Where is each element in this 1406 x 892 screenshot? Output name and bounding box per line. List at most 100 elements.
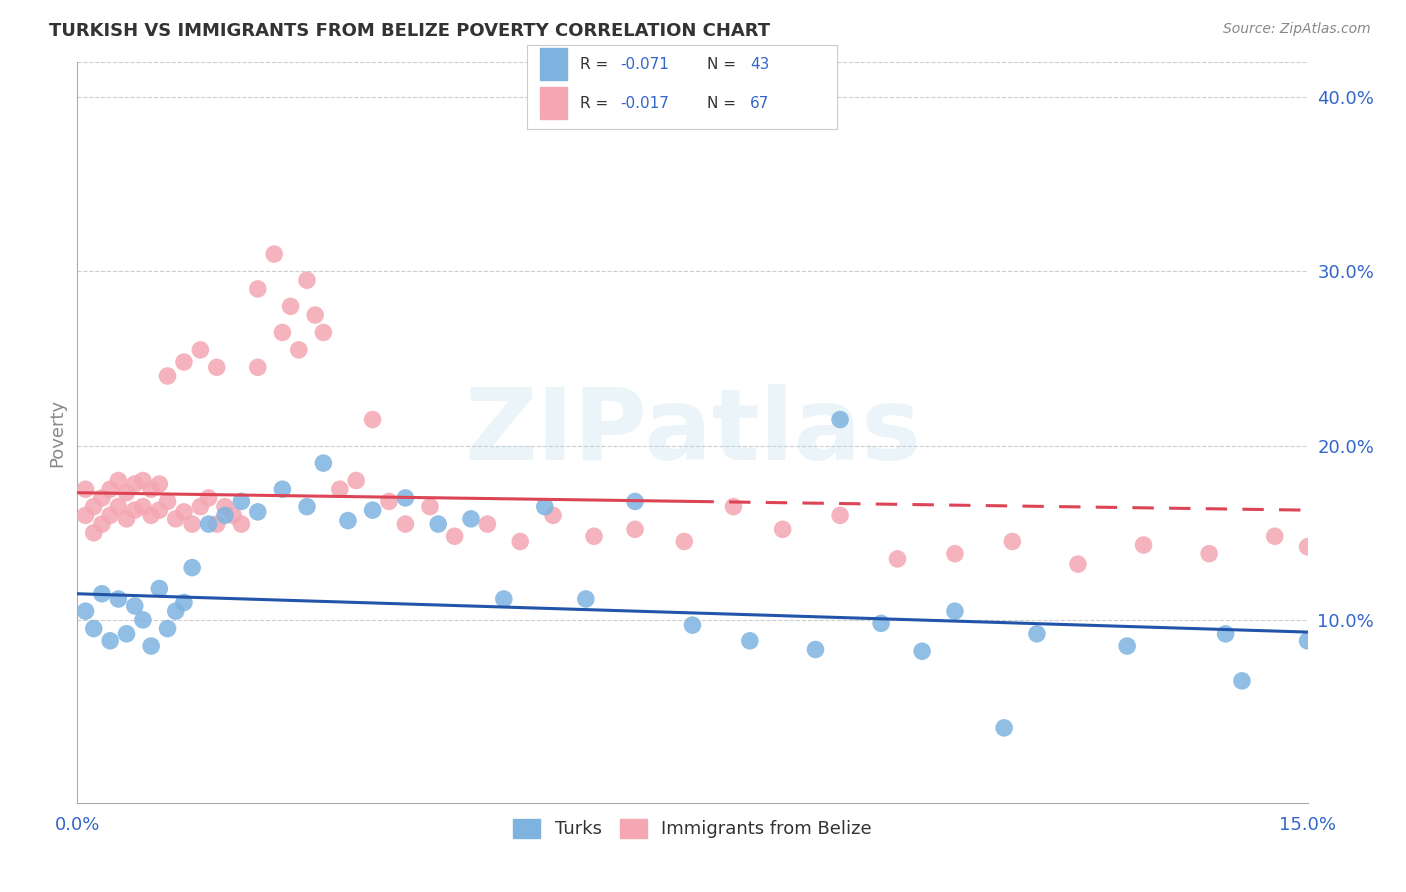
Point bbox=[943, 547, 966, 561]
Text: R =: R = bbox=[579, 95, 613, 111]
Point bbox=[830, 508, 852, 523]
Point bbox=[337, 514, 360, 528]
Point bbox=[141, 508, 163, 523]
Point bbox=[148, 582, 170, 596]
Point bbox=[534, 500, 557, 514]
Point bbox=[1116, 639, 1139, 653]
Point bbox=[1026, 627, 1049, 641]
Point bbox=[682, 618, 704, 632]
Point bbox=[197, 491, 219, 505]
Point bbox=[90, 517, 114, 532]
Point bbox=[188, 343, 212, 357]
Point bbox=[75, 508, 97, 523]
Text: R =: R = bbox=[579, 56, 613, 71]
Point bbox=[870, 616, 893, 631]
Point bbox=[181, 517, 204, 532]
Point bbox=[115, 485, 138, 500]
Point bbox=[173, 505, 195, 519]
Point bbox=[312, 326, 335, 340]
Point bbox=[107, 474, 129, 488]
Point bbox=[107, 592, 129, 607]
Point bbox=[165, 604, 187, 618]
Point bbox=[427, 517, 450, 532]
Point bbox=[583, 529, 606, 543]
Point bbox=[173, 355, 195, 369]
Point bbox=[1296, 540, 1319, 554]
Point bbox=[295, 273, 318, 287]
Point bbox=[205, 360, 228, 375]
Point bbox=[115, 512, 138, 526]
Point bbox=[911, 644, 934, 658]
Legend: Turks, Immigrants from Belize: Turks, Immigrants from Belize bbox=[506, 812, 879, 846]
Point bbox=[83, 500, 105, 514]
Point bbox=[361, 412, 384, 426]
Point bbox=[124, 477, 146, 491]
Point bbox=[312, 456, 335, 470]
Point bbox=[132, 474, 155, 488]
Text: 67: 67 bbox=[749, 95, 769, 111]
Point bbox=[246, 282, 269, 296]
Point bbox=[443, 529, 465, 543]
Point bbox=[98, 482, 121, 496]
Bar bbox=[540, 87, 568, 120]
Text: TURKISH VS IMMIGRANTS FROM BELIZE POVERTY CORRELATION CHART: TURKISH VS IMMIGRANTS FROM BELIZE POVERT… bbox=[49, 22, 770, 40]
Point bbox=[173, 595, 195, 609]
Point bbox=[107, 500, 129, 514]
Point bbox=[1198, 547, 1220, 561]
Point bbox=[288, 343, 311, 357]
Point bbox=[509, 534, 531, 549]
Point bbox=[188, 500, 212, 514]
Point bbox=[1215, 627, 1237, 641]
Point bbox=[1230, 673, 1253, 688]
Y-axis label: Poverty: Poverty bbox=[48, 399, 66, 467]
Point bbox=[673, 534, 696, 549]
Point bbox=[280, 299, 302, 313]
Point bbox=[148, 477, 170, 491]
Point bbox=[263, 247, 285, 261]
Point bbox=[148, 503, 170, 517]
Point bbox=[165, 512, 187, 526]
Point bbox=[804, 642, 827, 657]
Point bbox=[124, 503, 146, 517]
Text: -0.071: -0.071 bbox=[620, 56, 669, 71]
Point bbox=[75, 604, 97, 618]
Bar bbox=[540, 48, 568, 80]
Point bbox=[246, 505, 269, 519]
Point bbox=[214, 508, 236, 523]
Text: 43: 43 bbox=[749, 56, 769, 71]
Point bbox=[344, 474, 367, 488]
Point bbox=[419, 500, 441, 514]
Point bbox=[132, 500, 155, 514]
Point bbox=[141, 639, 163, 653]
Text: ZIPatlas: ZIPatlas bbox=[464, 384, 921, 481]
Point bbox=[943, 604, 966, 618]
Point bbox=[361, 503, 384, 517]
Point bbox=[329, 482, 352, 496]
Point bbox=[993, 721, 1015, 735]
Point bbox=[231, 494, 253, 508]
Point bbox=[772, 522, 794, 536]
Point bbox=[575, 592, 598, 607]
Point bbox=[83, 525, 105, 540]
Point bbox=[98, 508, 121, 523]
Point bbox=[1296, 633, 1319, 648]
Point bbox=[141, 482, 163, 496]
Point bbox=[477, 517, 499, 532]
Point bbox=[394, 491, 416, 505]
Point bbox=[156, 494, 179, 508]
Point bbox=[197, 517, 219, 532]
Point bbox=[132, 613, 155, 627]
Point bbox=[1264, 529, 1286, 543]
Point bbox=[214, 500, 236, 514]
Point bbox=[886, 552, 908, 566]
Point bbox=[222, 508, 245, 523]
Point bbox=[271, 326, 294, 340]
Point bbox=[1067, 557, 1090, 571]
Point bbox=[246, 360, 269, 375]
Point bbox=[231, 517, 253, 532]
Point bbox=[304, 308, 326, 322]
Point bbox=[492, 592, 515, 607]
Text: N =: N = bbox=[707, 95, 741, 111]
Point bbox=[156, 369, 179, 384]
Point bbox=[830, 412, 852, 426]
